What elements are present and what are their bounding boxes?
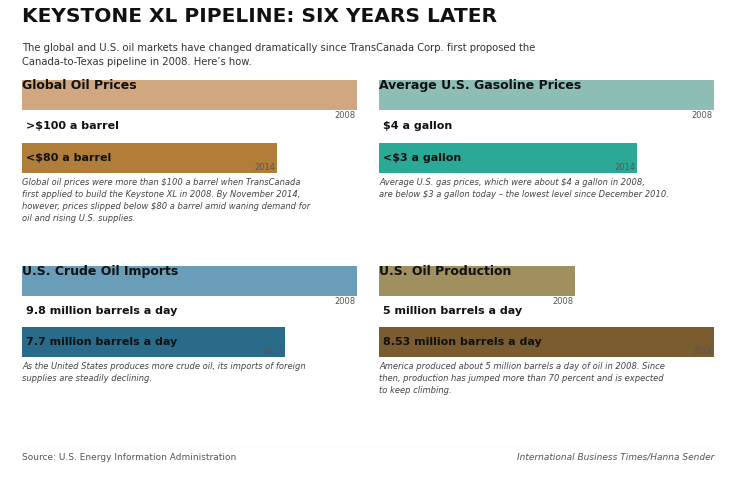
Bar: [22, 80, 357, 110]
Text: International Business Times/Hanna Sender: International Business Times/Hanna Sende…: [517, 453, 714, 462]
Text: Global Oil Prices: Global Oil Prices: [22, 79, 137, 92]
Text: Global oil prices were more than $100 a barrel when TransCanada
first applied to: Global oil prices were more than $100 a …: [22, 178, 311, 223]
Bar: [22, 142, 277, 173]
Text: Source: U.S. Energy Information Administration: Source: U.S. Energy Information Administ…: [22, 453, 236, 462]
Text: 2008: 2008: [553, 297, 573, 306]
Text: <$3 a gallon: <$3 a gallon: [383, 153, 461, 163]
Bar: [379, 80, 714, 110]
Text: Average U.S. Gasoline Prices: Average U.S. Gasoline Prices: [379, 79, 581, 92]
Text: 5 million barrels a day: 5 million barrels a day: [383, 306, 522, 315]
Text: 2014: 2014: [615, 163, 635, 172]
Text: U.S. Oil Production: U.S. Oil Production: [379, 265, 512, 278]
Bar: [379, 327, 714, 357]
Text: 8.53 million barrels a day: 8.53 million barrels a day: [383, 337, 542, 347]
Text: 2014: 2014: [691, 347, 712, 356]
Text: 9.8 million barrels a day: 9.8 million barrels a day: [26, 306, 177, 315]
Bar: [379, 266, 576, 296]
Bar: [379, 142, 637, 173]
Text: U.S. Crude Oil Imports: U.S. Crude Oil Imports: [22, 265, 178, 278]
Text: America produced about 5 million barrels a day of oil in 2008. Since
then, produ: America produced about 5 million barrels…: [379, 362, 665, 395]
Text: 7.7 million barrels a day: 7.7 million barrels a day: [26, 337, 177, 347]
Text: $4 a gallon: $4 a gallon: [383, 120, 453, 130]
Text: 2008: 2008: [334, 297, 355, 306]
Text: As the United States produces more crude oil, its imports of foreign
supplies ar: As the United States produces more crude…: [22, 362, 305, 383]
Bar: [22, 266, 357, 296]
Bar: [22, 327, 286, 357]
Text: Average U.S. gas prices, which were about $4 a gallon in 2008,
are below $3 a ga: Average U.S. gas prices, which were abou…: [379, 178, 669, 199]
Text: >$100 a barrel: >$100 a barrel: [26, 120, 119, 130]
Text: 2008: 2008: [691, 111, 712, 120]
Text: 2008: 2008: [334, 111, 355, 120]
Text: <$80 a barrel: <$80 a barrel: [26, 153, 111, 163]
Text: 2013: 2013: [263, 347, 283, 356]
Text: The global and U.S. oil markets have changed dramatically since TransCanada Corp: The global and U.S. oil markets have cha…: [22, 43, 536, 67]
Text: KEYSTONE XL PIPELINE: SIX YEARS LATER: KEYSTONE XL PIPELINE: SIX YEARS LATER: [22, 7, 497, 26]
Text: 2014: 2014: [254, 163, 275, 172]
